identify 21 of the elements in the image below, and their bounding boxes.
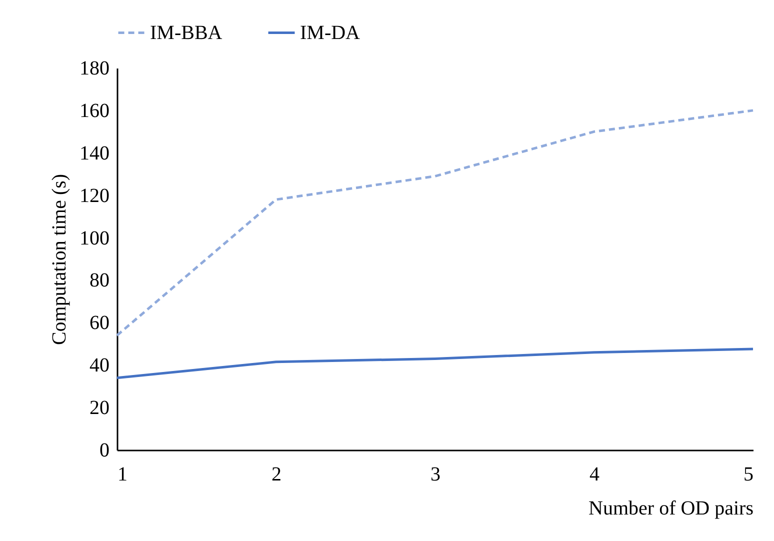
y-tick-label: 40: [90, 354, 110, 377]
y-tick-label: 120: [80, 184, 110, 207]
legend-label: IM-BBA: [150, 22, 223, 44]
y-tick-label: 0: [100, 440, 110, 462]
y-tick-label: 60: [90, 312, 110, 334]
x-tick-label: 5: [744, 464, 754, 486]
x-axis-title: Number of OD pairs: [588, 498, 754, 520]
y-tick-label: 160: [80, 100, 110, 122]
y-tick-label: 140: [80, 142, 110, 164]
line-series: [116, 348, 754, 380]
y-tick-label: 180: [80, 58, 110, 80]
x-tick-label: 1: [118, 464, 128, 486]
y-tick-label: 20: [90, 397, 110, 420]
y-tick-label: 100: [80, 227, 110, 250]
x-tick-label: 4: [590, 464, 600, 486]
x-tick-label: 2: [272, 464, 282, 486]
legend-label: IM-DA: [300, 22, 361, 44]
y-axis-title: Computation time (s): [48, 174, 70, 346]
line-series: [116, 109, 754, 337]
x-tick-label: 3: [430, 464, 440, 486]
y-tick-label: 80: [90, 270, 110, 292]
